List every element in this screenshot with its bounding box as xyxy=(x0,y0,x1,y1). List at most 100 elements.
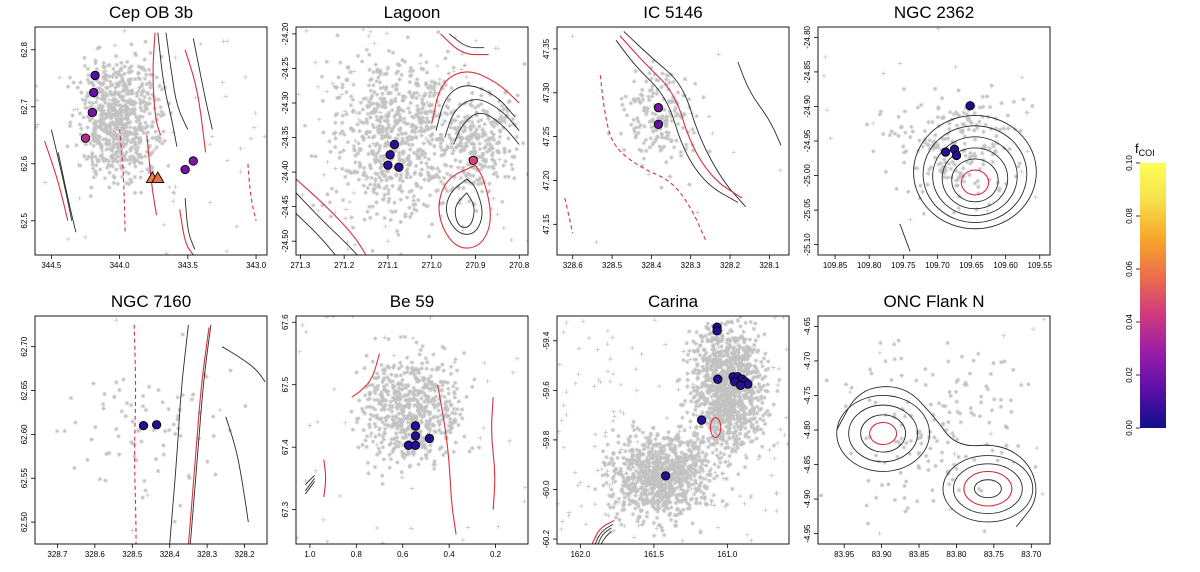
y-tick-label: 62.70 xyxy=(20,336,29,357)
member-star-marker xyxy=(712,326,722,336)
contour-line xyxy=(247,163,257,221)
panel-title: Cep OB 3b xyxy=(109,3,193,22)
contour-line xyxy=(591,520,615,544)
x-tick-label: 1.0 xyxy=(304,550,316,559)
y-tick-label: 47.30 xyxy=(542,82,551,103)
x-tick-label: 83.90 xyxy=(872,550,893,559)
x-tick-label: 270.8 xyxy=(509,261,530,270)
x-tick-label: 344.0 xyxy=(110,261,131,270)
member-star-marker xyxy=(661,471,671,481)
x-tick-label: 83.80 xyxy=(946,550,967,559)
y-tick-label: 47.25 xyxy=(542,126,551,147)
contour-line xyxy=(57,152,77,233)
panel-title: Lagoon xyxy=(384,3,441,22)
contour-line xyxy=(133,324,137,544)
member-star-marker xyxy=(965,101,975,111)
plot-frame xyxy=(556,315,790,545)
panel-0: Cep OB 3b 344.5 344.0 343.5 343.0 62.5 62.6 62.… xyxy=(20,3,268,270)
plot-frame xyxy=(556,26,790,256)
y-tick-label: 62.6 xyxy=(20,155,29,171)
panel-2: IC 5146 328.6 328.5 328.4 328.3 328.2 328.1 47.… xyxy=(542,3,790,270)
colorbar-tick-label: 0.08 xyxy=(1125,208,1134,224)
colorbar-tick-label: 0.10 xyxy=(1125,155,1134,171)
member-star-marker xyxy=(138,420,149,431)
contour-line xyxy=(709,417,722,438)
contour-line xyxy=(599,75,707,243)
y-tick-label: 47.15 xyxy=(542,214,551,235)
x-tick-label: 0.4 xyxy=(444,550,456,559)
contour-line xyxy=(860,414,907,453)
member-star-marker xyxy=(653,119,664,129)
y-tick-label: -24.50 xyxy=(281,229,290,252)
y-tick-label: 67.4 xyxy=(281,439,290,455)
contour-line xyxy=(157,32,178,147)
contour-line xyxy=(594,523,614,544)
panel-title: Be 59 xyxy=(390,292,434,311)
x-tick-label: 109.70 xyxy=(925,261,950,270)
member-star-marker xyxy=(940,147,951,157)
x-tick-label: 328.2 xyxy=(720,261,741,270)
contour-line xyxy=(922,125,1028,223)
y-tick-label: 47.35 xyxy=(542,38,551,59)
plot-area xyxy=(821,27,1038,252)
y-tick-label: 62.7 xyxy=(20,98,29,114)
contour-line xyxy=(304,481,315,495)
x-tick-label: 0.2 xyxy=(490,550,502,559)
member-star-marker xyxy=(188,156,198,166)
y-tick-label: -4.90 xyxy=(803,489,812,508)
contour-line xyxy=(597,527,612,544)
contour-line xyxy=(50,129,73,221)
member-star-marker xyxy=(410,421,421,431)
member-star-marker xyxy=(383,160,393,170)
member-star-marker xyxy=(424,433,435,444)
contour-line xyxy=(435,85,516,131)
contour-line xyxy=(448,33,485,49)
y-tick-label: -60.2 xyxy=(542,529,551,548)
contour-line xyxy=(899,223,911,252)
contour-line xyxy=(623,31,747,208)
y-tick-label: -59.4 xyxy=(542,331,551,350)
colorbar-gradient xyxy=(1140,163,1166,428)
y-tick-label: -24.40 xyxy=(281,160,290,183)
x-tick-label: 109.60 xyxy=(993,261,1018,270)
x-tick-label: 328.3 xyxy=(197,550,218,559)
y-tick-label: 47.20 xyxy=(542,170,551,191)
plot-frame xyxy=(34,315,268,545)
y-tick-label: -59.6 xyxy=(542,381,551,400)
source-field xyxy=(557,316,789,544)
member-star-marker xyxy=(468,155,478,165)
contour-line xyxy=(564,197,574,234)
x-tick-label: 162.0 xyxy=(570,550,591,559)
panel-title: NGC 7160 xyxy=(111,292,191,311)
contour-line xyxy=(221,346,266,383)
panel-title: Carina xyxy=(648,292,699,311)
member-star-marker xyxy=(653,103,664,113)
y-tick-label: -4.85 xyxy=(803,455,812,474)
contour-line xyxy=(973,479,1002,499)
contour-line xyxy=(440,33,489,56)
member-star-marker xyxy=(90,70,100,81)
contour-line xyxy=(152,32,162,136)
y-tick-label: 62.50 xyxy=(20,512,29,533)
x-tick-label: 0.8 xyxy=(351,550,363,559)
contour-line xyxy=(953,463,1023,515)
member-star-marker xyxy=(410,440,421,450)
contour-line xyxy=(351,353,381,398)
y-tick-label: -4.95 xyxy=(803,524,812,543)
contour-line xyxy=(619,35,743,199)
x-tick-label: 109.80 xyxy=(857,261,882,270)
source-field xyxy=(821,27,1038,222)
y-tick-label: -24.80 xyxy=(803,25,812,48)
plot-area xyxy=(296,316,528,544)
contour-line xyxy=(491,397,496,510)
y-tick-label: 67.5 xyxy=(281,376,290,392)
x-tick-label: 109.55 xyxy=(1028,261,1053,270)
x-tick-label: 328.5 xyxy=(122,550,143,559)
contour-line xyxy=(119,129,126,233)
x-tick-label: 328.6 xyxy=(85,550,106,559)
contour-line xyxy=(184,49,207,153)
contour-line xyxy=(225,416,249,523)
y-tick-label: -24.95 xyxy=(803,129,812,152)
x-tick-label: 271.0 xyxy=(422,261,443,270)
